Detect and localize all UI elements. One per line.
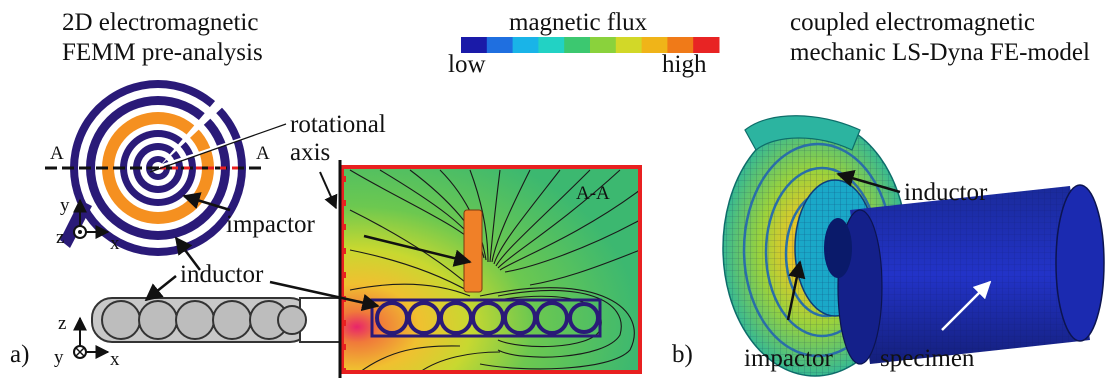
inductor-label-right: inductor (904, 180, 987, 205)
impactor-label-right: impactor (744, 346, 833, 371)
colorbar-high-label: high (662, 52, 706, 77)
specimen-label: specimen (880, 346, 974, 371)
left-title-line1: 2D electromagnetic (62, 10, 258, 35)
inductor-side-view (92, 298, 342, 342)
section-view-label: A-A (576, 184, 610, 203)
section-marker-left: A (50, 144, 64, 163)
rotational-axis-label-line1: rotational (290, 112, 386, 137)
axis-label-z-top: z (56, 228, 64, 247)
axis-label-z-bottom: z (58, 314, 66, 333)
lsdyna-model (723, 116, 1104, 376)
inductor-label-left: inductor (180, 262, 263, 287)
left-title-line2: FEMM pre-analysis (62, 40, 263, 65)
panel-label-b: b) (672, 342, 693, 367)
colorbar-cell (538, 37, 564, 53)
colorbar-cell (590, 37, 616, 53)
colorbar-cell (513, 37, 539, 53)
axis-label-y-top: y (60, 196, 70, 215)
axis-label-x-top: x (110, 234, 120, 253)
right-title-line1: coupled electromagnetic (790, 10, 1035, 35)
impactor-label-left: impactor (226, 212, 315, 237)
section-marker-right: A (256, 144, 270, 163)
impactor-section (464, 210, 482, 292)
colorbar-cell (616, 37, 642, 53)
colorbar-low-label: low (448, 52, 486, 77)
inductor-arrow-side (146, 276, 176, 300)
colorbar-title: magnetic flux (509, 10, 647, 35)
colorbar-cell (564, 37, 590, 53)
axis-label-x-bottom: x (110, 350, 120, 369)
rotational-axis-label-line2: axis (290, 140, 330, 165)
right-title-line2: mechanic LS-Dyna FE-model (790, 40, 1090, 65)
ls-specimen-end (1056, 185, 1104, 341)
axis-label-y-bottom: y (54, 348, 64, 367)
rotational-axis-arrow (320, 172, 336, 208)
panel-label-a: a) (10, 342, 29, 367)
colorbar-cell (487, 37, 513, 53)
